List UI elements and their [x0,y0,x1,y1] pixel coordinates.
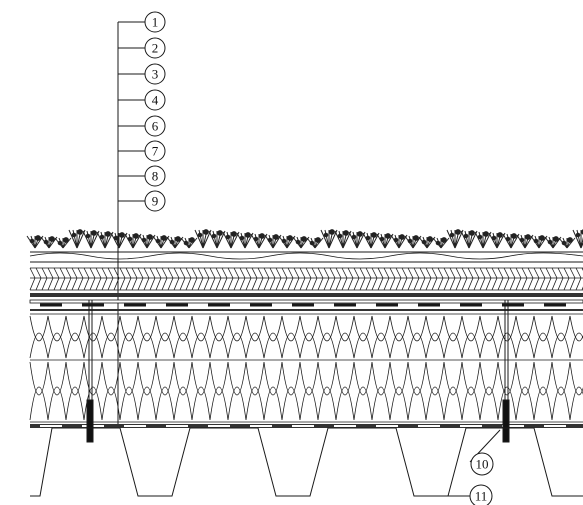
plant-tuft [222,231,240,249]
callout-3: 3 [144,63,166,85]
plant-tuft [530,235,548,249]
callout-8-label: 8 [152,169,159,184]
plant-tuft [278,235,296,249]
plant-tuft [432,237,450,249]
callout-7: 7 [144,140,166,162]
plant-tuft [152,235,170,249]
callout-11-label: 11 [475,489,488,504]
plant-tuft [404,235,422,249]
plant-tuft [236,232,254,249]
callout-11: 11 [469,484,493,505]
plant-tuft [488,232,506,249]
plant-tuft [502,233,520,249]
plant-tuft [334,230,352,249]
plant-tuft [544,236,562,249]
callout-10-label: 10 [476,457,489,472]
callout-6: 6 [144,115,166,137]
drainage-layer [29,267,583,291]
fasteners [86,300,510,443]
plant-tuft [306,237,324,249]
callout-2-label: 2 [152,41,159,56]
callout-2: 2 [144,37,166,59]
membrane-layers [29,293,583,311]
plant-tuft [26,235,44,249]
plant-tuft [474,231,492,249]
plant-tuft [390,234,408,249]
callout-1-label: 1 [152,15,159,30]
plant-tuft [460,230,478,249]
plant-tuft [348,231,366,249]
plant-tuft [40,236,58,249]
plant-tuft [250,233,268,249]
callout-9: 9 [144,190,166,212]
plant-tuft [516,234,534,249]
vapour-barrier [30,424,583,428]
plant-tuft [446,229,464,249]
plant-tuft [138,234,156,249]
plant-tuft [208,230,226,249]
plant-tuft [558,237,576,249]
plant-tuft [264,234,282,249]
plant-tuft [194,229,212,249]
callout-7-label: 7 [152,144,159,159]
plant-tuft [54,237,72,249]
plant-tuft [180,237,198,249]
plant-tuft [82,230,100,249]
plant-tuft [166,236,184,249]
callout-9-label: 9 [152,194,159,209]
callout-10: 10 [470,452,494,476]
plant-tuft [418,236,436,249]
callout-4-label: 4 [152,93,159,108]
callout-6-label: 6 [152,119,159,134]
plant-tuft [110,232,128,249]
plant-tuft [292,236,310,249]
plant-tuft [124,233,142,249]
insulation-upper [29,313,583,361]
substrate-layer [29,251,583,263]
callout-3-label: 3 [152,67,159,82]
plant-tuft [96,231,114,249]
plant-tuft [68,229,86,249]
plant-tuft [572,229,583,249]
plant-tuft [362,232,380,249]
callout-8: 8 [144,165,166,187]
plant-tuft [320,229,338,249]
vegetation-layer [26,229,583,249]
callout-4: 4 [144,89,166,111]
insulation-lower [29,361,583,423]
callout-1: 1 [144,11,166,33]
plant-tuft [376,233,394,249]
profiled-metal-deck [30,427,583,497]
